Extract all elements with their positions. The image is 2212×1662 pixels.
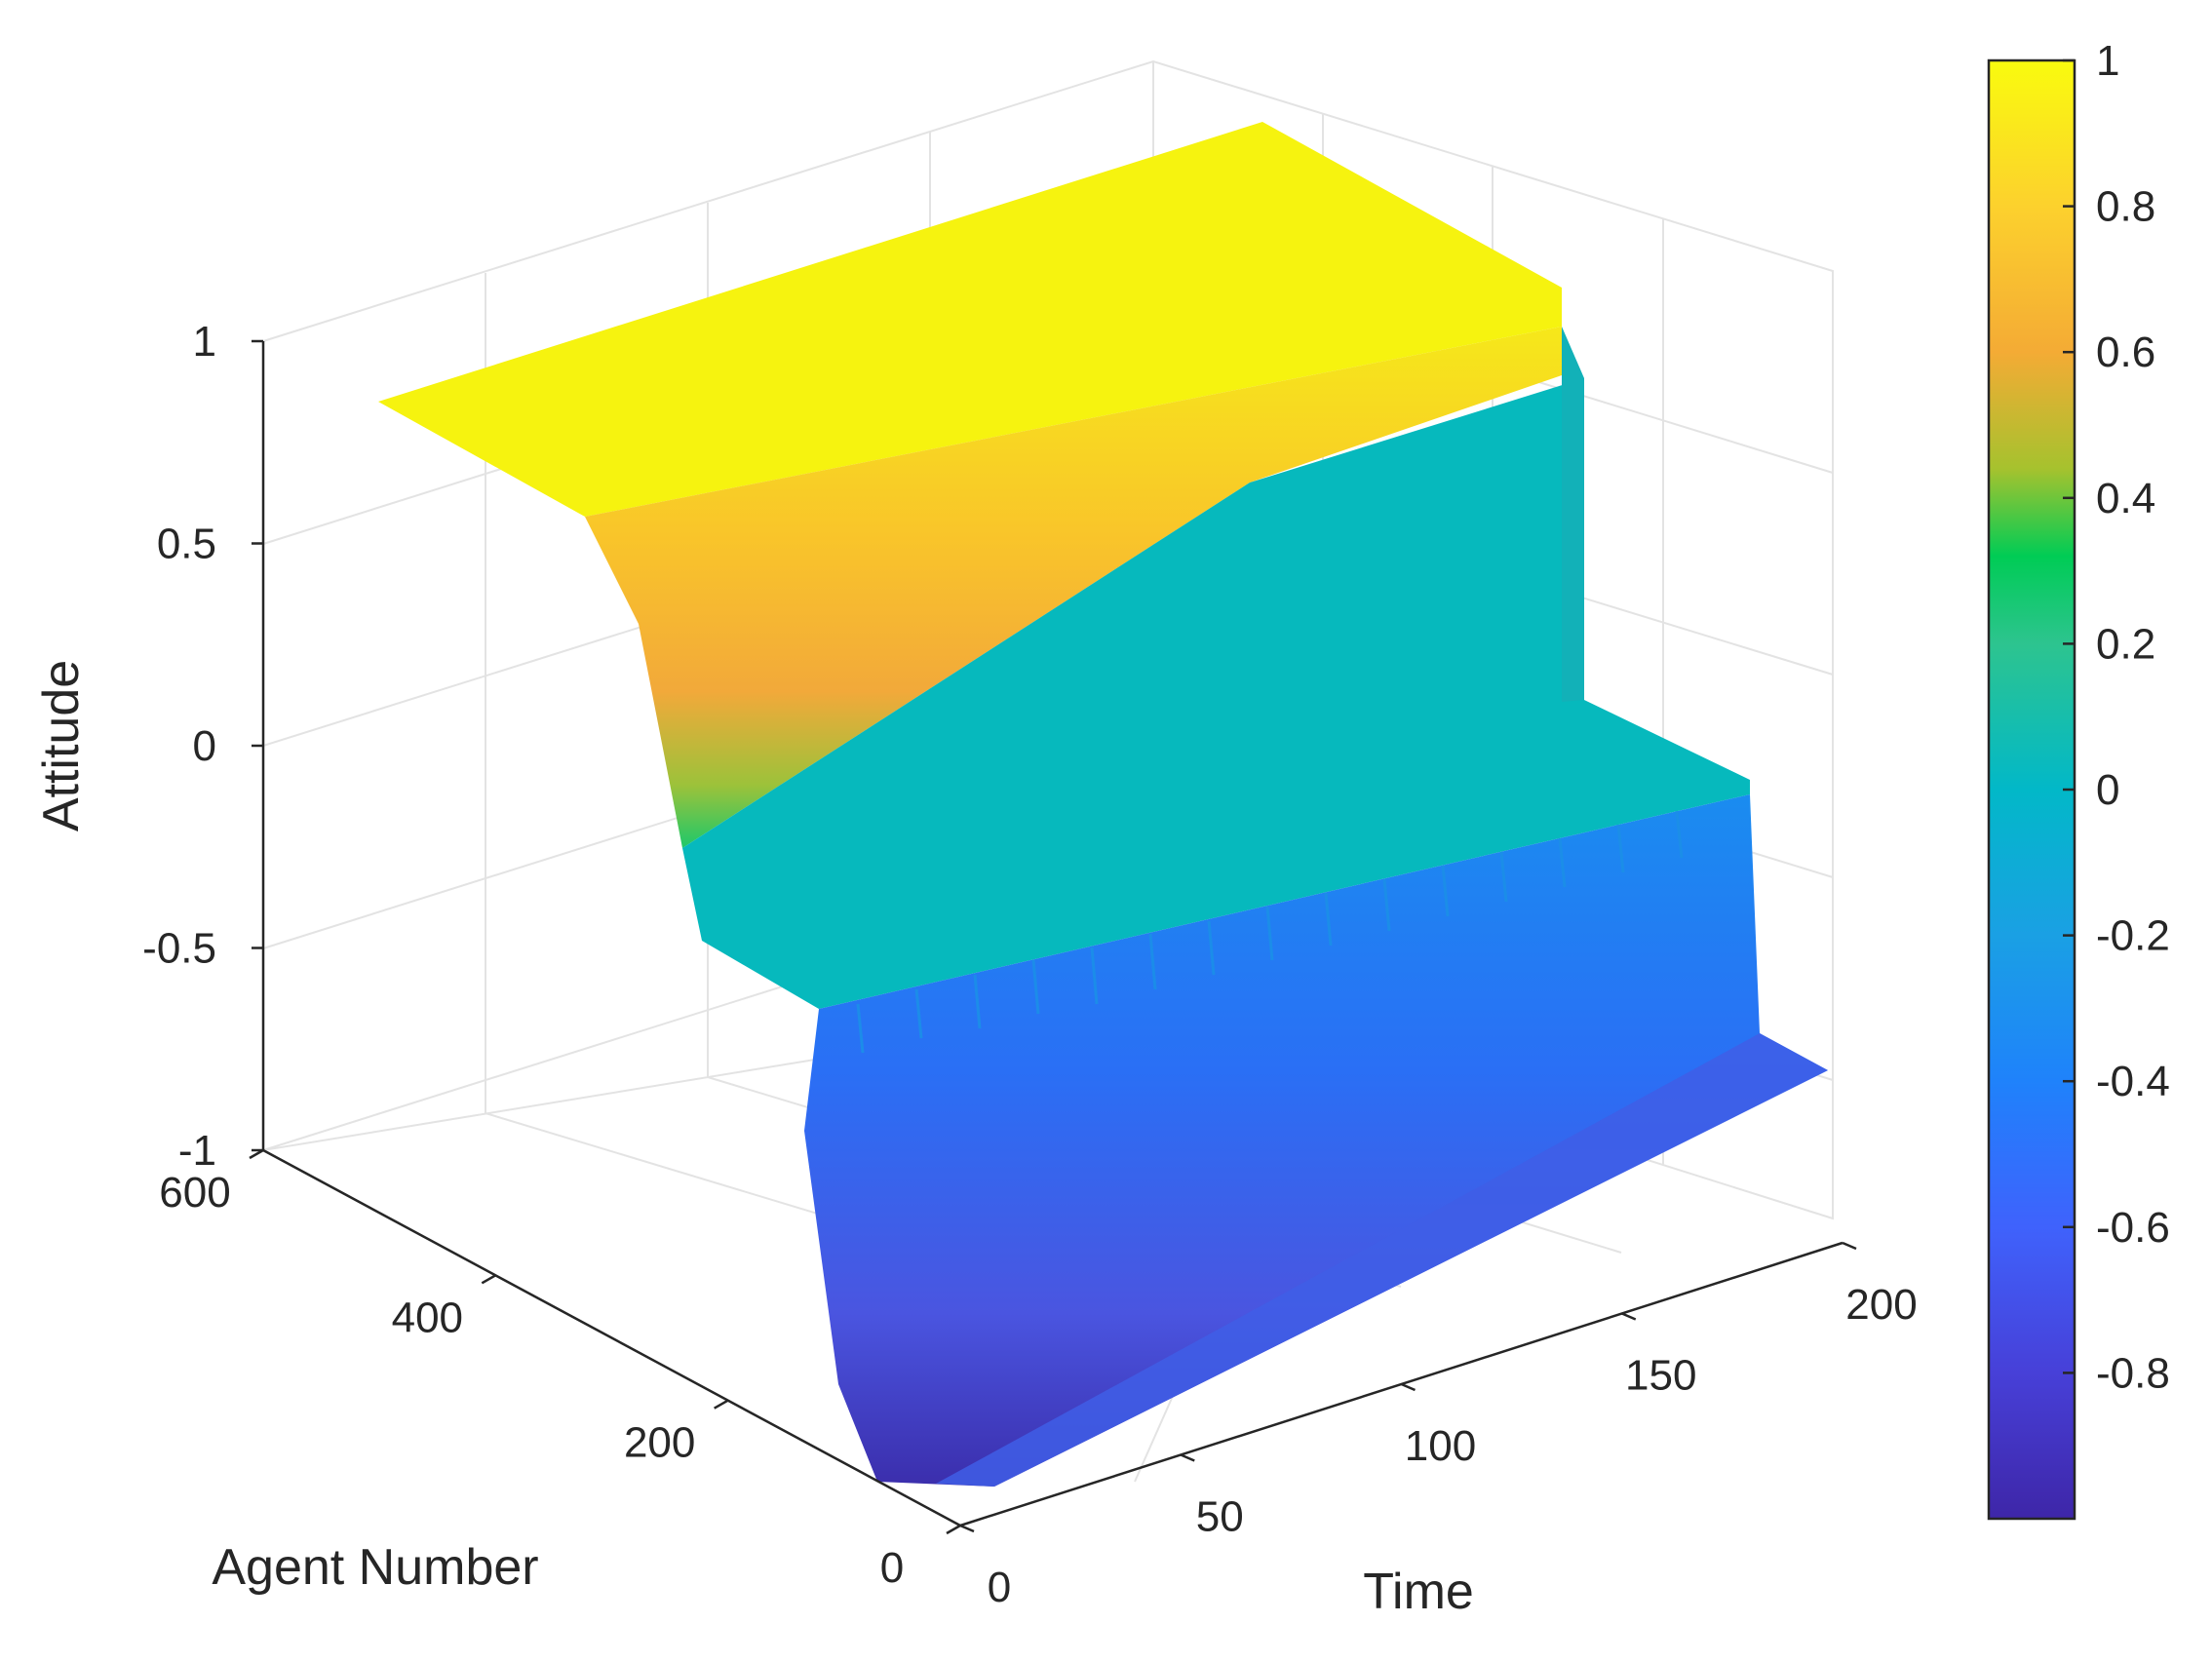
surface-yellow-slope — [585, 327, 1562, 848]
y-tick-mark — [714, 1399, 729, 1410]
x-tick-mark — [1401, 1382, 1416, 1392]
x-tick-mark — [1180, 1453, 1195, 1462]
x-tick-mark — [1842, 1241, 1857, 1251]
surface-teal-plateau — [682, 378, 1750, 1009]
x-axis-ticks: 0 50 100 150 200 — [959, 1241, 1918, 1611]
colorbar-tick-label: 0.4 — [2096, 475, 2155, 522]
y-tick-label: 400 — [392, 1294, 463, 1341]
y-axis-title: Agent Number — [212, 1539, 538, 1596]
x-tick-label: 100 — [1405, 1422, 1476, 1470]
z-axis-ticks: 1 0.5 0 -0.5 -1 — [142, 318, 263, 1175]
z-tick-label: -0.5 — [142, 925, 216, 973]
colorbar-gradient — [1987, 58, 2076, 1521]
y-tick-label: 600 — [159, 1169, 230, 1217]
y-tick-label: 200 — [624, 1419, 695, 1467]
z-axis-title: Attitude — [33, 660, 90, 831]
z-tick-label: 1 — [193, 318, 216, 366]
z-tick-label: 0 — [193, 722, 216, 770]
x-tick-mark — [1621, 1312, 1637, 1321]
colorbar-tick-label: -0.6 — [2096, 1204, 2170, 1252]
colorbar-tick-label: 0.2 — [2096, 620, 2155, 668]
z-tick-label: 0.5 — [157, 521, 216, 568]
x-tick-label: 200 — [1845, 1281, 1917, 1329]
x-tick-label: 50 — [1196, 1493, 1244, 1541]
surface-teal-wall — [1562, 327, 1584, 702]
colorbar-tick-label: -0.4 — [2096, 1058, 2170, 1105]
colorbar-tick-label: -0.8 — [2096, 1349, 2170, 1397]
colorbar-tick-label: 0.6 — [2096, 329, 2155, 376]
surface-blue-slope — [804, 794, 1828, 1487]
colorbar-ticks: 1 0.8 0.6 0.4 0.2 0 -0.2 -0.4 -0.6 -0.8 — [2063, 37, 2170, 1397]
colorbar-tick-label: -0.2 — [2096, 912, 2170, 960]
colorbar: 1 0.8 0.6 0.4 0.2 0 -0.2 -0.4 -0.6 -0.8 — [1987, 37, 2170, 1521]
y-tick-label: 0 — [880, 1544, 904, 1592]
colorbar-tick-label: 0.8 — [2096, 183, 2155, 231]
surface-noise-spikes — [856, 810, 1684, 1054]
x-tick-mark — [959, 1524, 975, 1533]
surface-blue-floor — [936, 1033, 1828, 1487]
colorbar-tick-label: 0 — [2096, 766, 2119, 814]
y-tick-mark — [249, 1148, 264, 1160]
x-tick-label: 150 — [1625, 1352, 1696, 1400]
x-axis-title: Time — [1363, 1564, 1474, 1620]
surface-yellow-plateau — [378, 122, 1562, 517]
y-tick-mark — [946, 1524, 961, 1535]
z-tick-label: -1 — [178, 1127, 216, 1175]
attitude-surface — [378, 122, 1828, 1487]
y-axis-line — [262, 1148, 961, 1527]
x-tick-label: 0 — [988, 1564, 1011, 1611]
y-axis-ticks: 0 200 400 600 — [159, 1148, 961, 1592]
y-tick-mark — [481, 1274, 496, 1285]
colorbar-tick-label: 1 — [2096, 37, 2119, 85]
